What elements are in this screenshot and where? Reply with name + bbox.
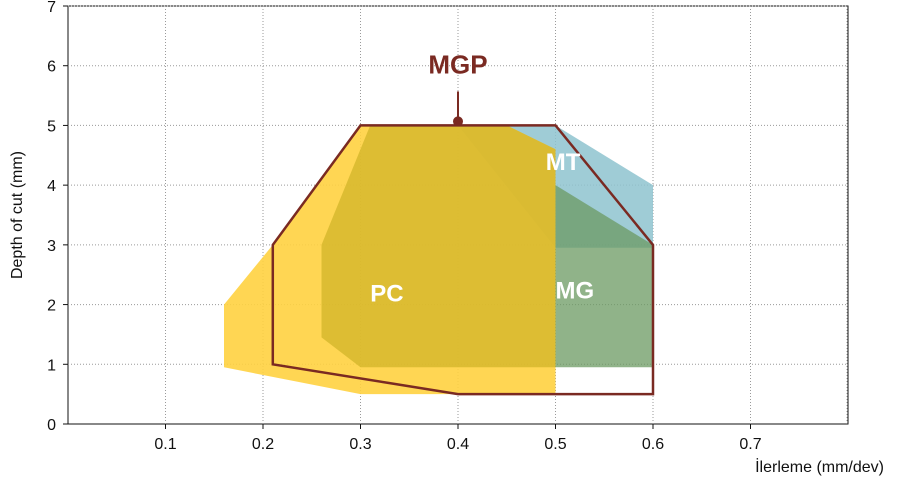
- y-tick-label-4: 4: [47, 178, 56, 195]
- y-tick-label-1: 1: [47, 357, 56, 374]
- y-tick-label-3: 3: [47, 238, 56, 255]
- region-label-pc: PC: [370, 281, 403, 308]
- x-tick-label-1: 0.2: [252, 436, 274, 453]
- mgp-outline: [271, 124, 655, 396]
- mgp-callout-marker: [453, 116, 463, 127]
- x-tick-label-2: 0.3: [349, 436, 371, 453]
- x-tick-label-6: 0.7: [739, 436, 761, 453]
- mgp-callout-label: MGP: [428, 50, 487, 80]
- regions-layer: [224, 125, 653, 395]
- y-tick-label-2: 2: [47, 298, 56, 315]
- region-pc-overlap: [321, 125, 556, 368]
- labels-layer: MT MG PC: [370, 149, 594, 307]
- x-axis-title: İlerleme (mm/dev): [755, 457, 884, 476]
- y-tick-label-7: 7: [47, 0, 56, 16]
- y-tick-label-0: 0: [47, 417, 56, 434]
- region-mg: [555, 185, 653, 368]
- y-axis-title: Depth of cut (mm): [9, 151, 26, 279]
- x-tick-label-3: 0.4: [447, 436, 469, 453]
- y-ticks-layer: 0 1 2 3 4 5 6 7: [47, 0, 68, 434]
- x-tick-label-4: 0.5: [544, 436, 566, 453]
- region-label-mt: MT: [546, 149, 581, 176]
- x-tick-label-0: 0.1: [154, 436, 176, 453]
- y-tick-label-5: 5: [47, 118, 56, 135]
- outline-layer: [271, 91, 655, 396]
- y-tick-label-6: 6: [47, 59, 56, 76]
- x-ticks-layer: 0.1 0.2 0.3 0.4 0.5 0.6 0.7: [154, 424, 762, 453]
- region-label-mg: MG: [556, 278, 595, 305]
- x-tick-label-5: 0.6: [642, 436, 664, 453]
